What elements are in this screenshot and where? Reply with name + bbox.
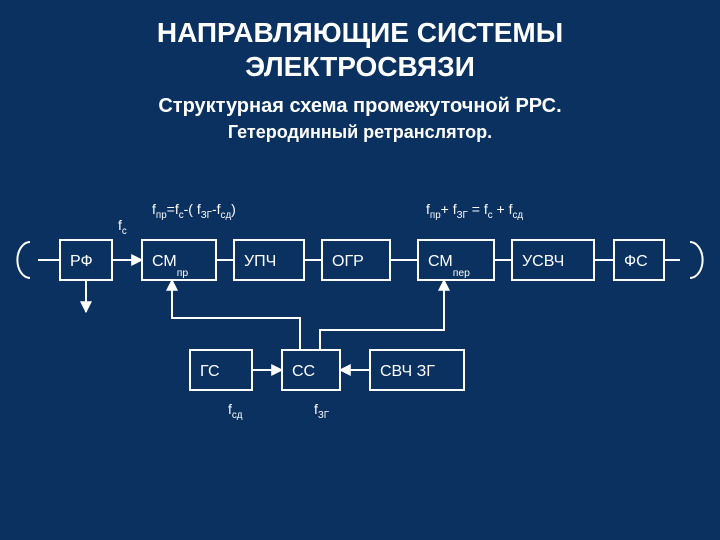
node-label-gs: ГС: [200, 363, 220, 380]
node-label-usvch: УСВЧ: [522, 253, 564, 270]
diagram-svg: НАПРАВЛЯЮЩИЕ СИСТЕМЫЭЛЕКТРОСВЯЗИ Структур…: [0, 0, 720, 540]
title-line1: НАПРАВЛЯЮЩИЕ СИСТЕМЫ: [157, 17, 563, 48]
subtitle-line2: Гетеродинный ретранслятор.: [228, 122, 492, 142]
diagram-stage: НАПРАВЛЯЮЩИЕ СИСТЕМЫЭЛЕКТРОСВЯЗИ Структур…: [0, 0, 720, 540]
node-label-svch_zg: СВЧ ЗГ: [380, 363, 435, 380]
node-label-ss: СС: [292, 363, 315, 380]
node-label-rf: РФ: [70, 253, 93, 270]
node-label-ogr: ОГР: [332, 253, 364, 270]
subtitle-line1: Структурная схема промежуточной РРС.: [158, 95, 561, 117]
node-label-fs: ФС: [624, 253, 648, 270]
node-label-upch: УПЧ: [244, 253, 276, 270]
title-line2: ЭЛЕКТРОСВЯЗИ: [245, 51, 475, 82]
